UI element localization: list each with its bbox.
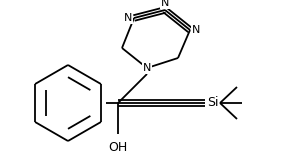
Text: Si: Si: [207, 96, 219, 109]
Text: N: N: [143, 63, 151, 73]
Text: N: N: [192, 25, 200, 35]
Text: OH: OH: [108, 141, 128, 154]
Text: N: N: [161, 0, 169, 8]
Text: N: N: [124, 13, 132, 23]
